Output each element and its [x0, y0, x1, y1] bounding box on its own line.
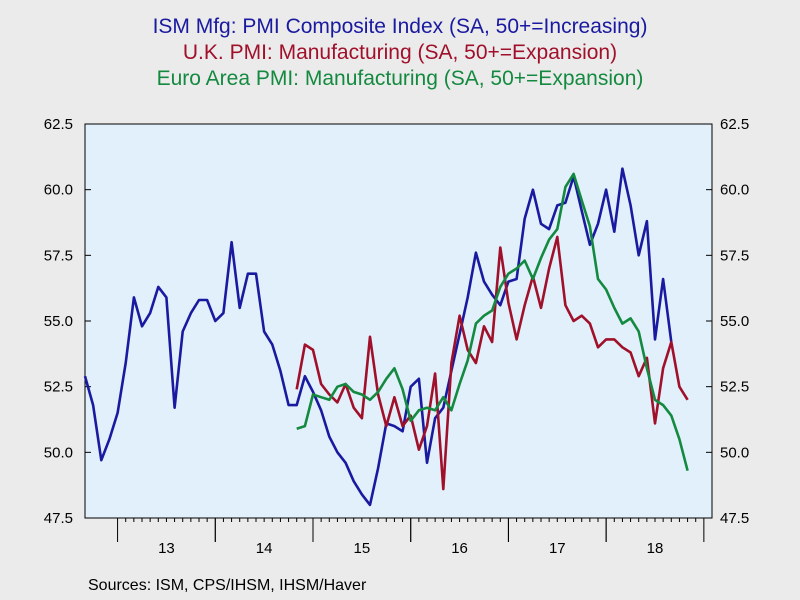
y-tick-label-left: 47.5: [44, 510, 73, 527]
chart-title-euro: Euro Area PMI: Manufacturing (SA, 50+=Ex…: [156, 67, 644, 90]
plot-area: [84, 123, 713, 519]
y-tick-label-right: 55.0: [720, 313, 749, 330]
chart-titles: ISM Mfg: PMI Composite Index (SA, 50+=In…: [0, 14, 800, 92]
x-tick-label: 16: [451, 540, 468, 557]
x-tick-label: 15: [354, 540, 371, 557]
y-tick-label-right: 60.0: [720, 182, 749, 199]
x-tick-label: 18: [647, 540, 664, 557]
y-tick-label-left: 60.0: [44, 182, 73, 199]
y-tick-label-left: 62.5: [44, 116, 73, 133]
chart-source: Sources: ISM, CPS/IHSM, IHSM/Haver: [88, 577, 367, 594]
y-tick-label-right: 47.5: [720, 510, 749, 527]
series-line-1: [295, 235, 689, 491]
series-line-2: [296, 172, 689, 472]
y-tick-label-left: 57.5: [44, 247, 73, 264]
x-tick-label: 13: [158, 540, 175, 557]
chart-title-ism: ISM Mfg: PMI Composite Index (SA, 50+=In…: [152, 15, 648, 38]
y-tick-label-right: 50.0: [720, 444, 749, 461]
y-tick-label-right: 57.5: [720, 247, 749, 264]
y-tick-label-right: 62.5: [720, 116, 749, 133]
y-tick-label-left: 52.5: [44, 379, 73, 396]
x-tick-label: 17: [549, 540, 566, 557]
chart-title-uk: U.K. PMI: Manufacturing (SA, 50+=Expansi…: [182, 41, 618, 64]
y-tick-label-left: 50.0: [44, 444, 73, 461]
x-tick-label: 14: [256, 540, 273, 557]
y-tick-label-left: 55.0: [44, 313, 73, 330]
y-tick-label-right: 52.5: [720, 379, 749, 396]
